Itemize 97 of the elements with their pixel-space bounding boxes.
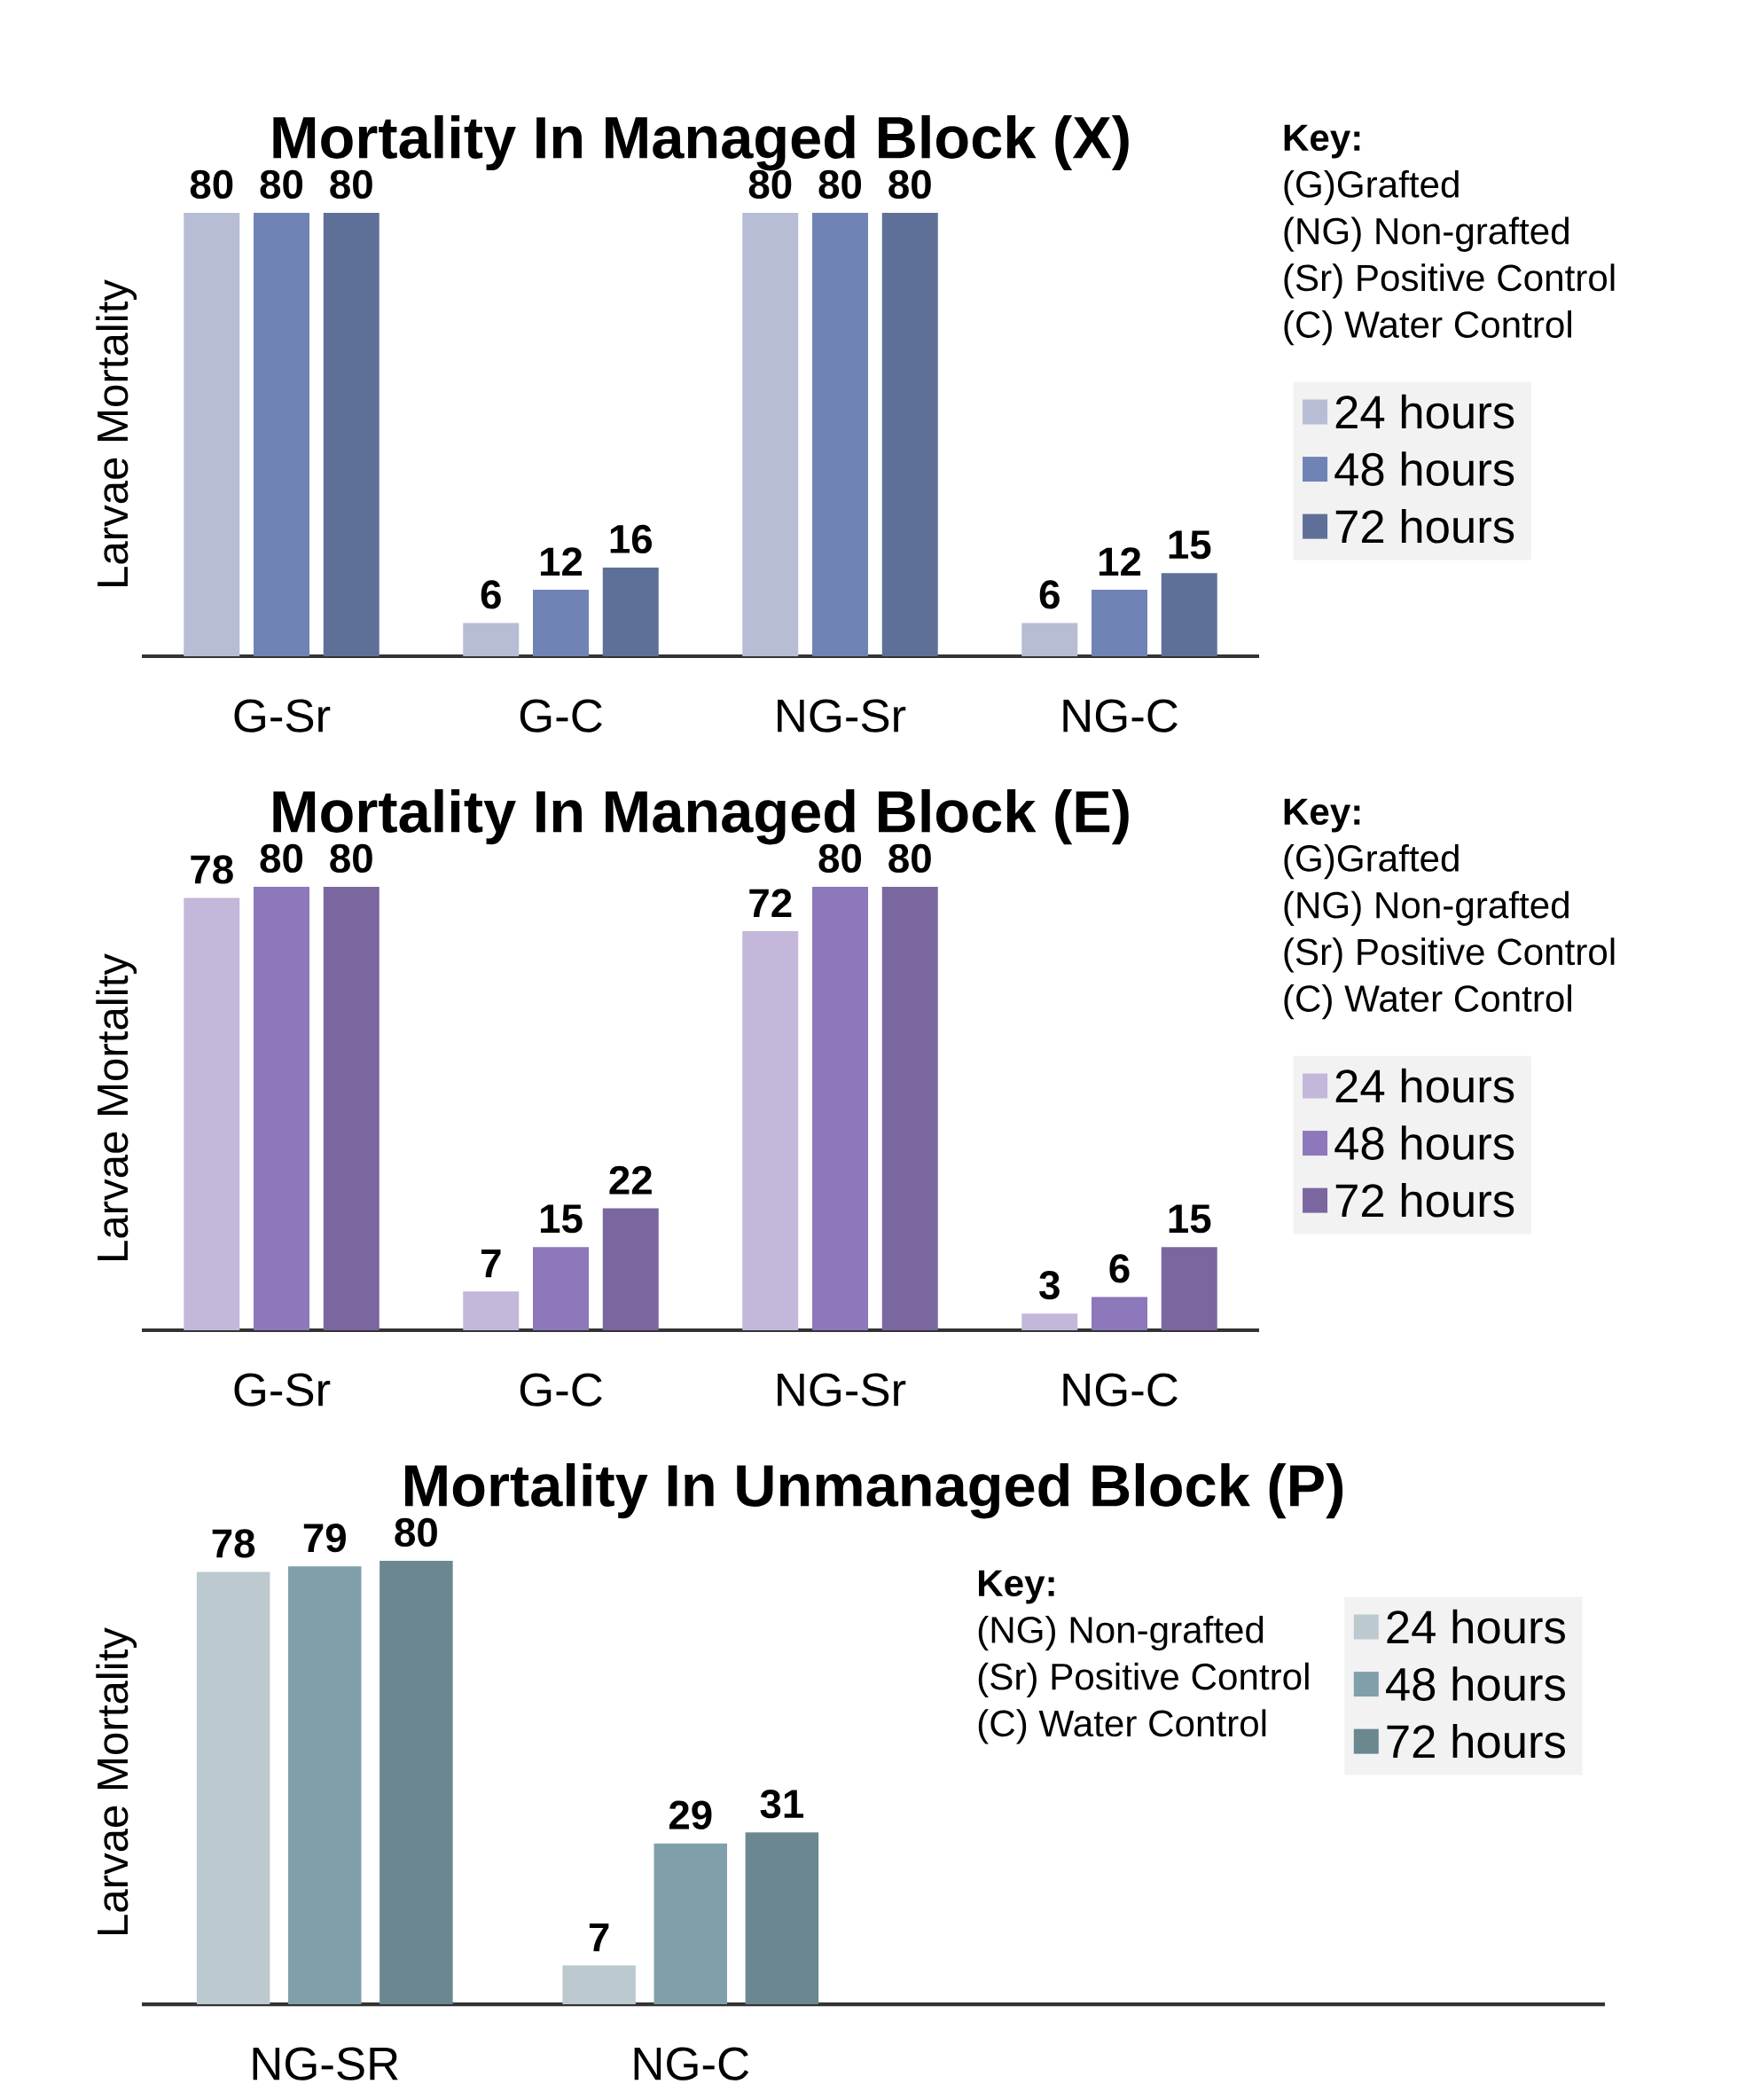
bar xyxy=(380,1561,453,2005)
bar xyxy=(184,212,240,656)
text: (Sr) Positive Control xyxy=(978,1662,1309,1697)
y-axis-title: Larvae Mortality xyxy=(96,1627,137,1935)
bar xyxy=(1092,589,1147,656)
bar xyxy=(254,212,309,656)
x-tick-label: NG-C xyxy=(1063,699,1178,733)
x-tick-label: G-Sr xyxy=(234,699,331,733)
legend-label: 24 hours xyxy=(1387,1609,1565,1644)
x-tick-label: NG-C xyxy=(634,2047,749,2080)
bar xyxy=(1161,1247,1217,1330)
data-label: 80 xyxy=(888,843,931,874)
data-label: 15 xyxy=(1169,1204,1211,1234)
data-label: 79 xyxy=(303,1523,346,1553)
text: Key: xyxy=(979,1570,1054,1604)
text: Key: xyxy=(1284,124,1360,159)
data-label: 22 xyxy=(609,1165,652,1195)
data-label: 80 xyxy=(818,169,862,200)
data-label: 80 xyxy=(260,169,303,200)
bar xyxy=(812,212,869,656)
text: (G)Grafted xyxy=(1284,169,1459,206)
bar xyxy=(254,887,309,1330)
data-label: 16 xyxy=(610,524,653,554)
data-label: 80 xyxy=(818,843,862,874)
bar xyxy=(881,212,938,656)
x-tick-label: NG-C xyxy=(1063,1373,1178,1407)
bar xyxy=(602,1208,659,1330)
data-label: 80 xyxy=(190,169,233,200)
data-label: 72 xyxy=(749,889,792,918)
bar xyxy=(533,1247,590,1330)
x-tick-label: NG-Sr xyxy=(778,1373,906,1407)
data-label: 3 xyxy=(1039,1270,1060,1300)
legend-label: 24 hours xyxy=(1335,394,1514,429)
data-label: 15 xyxy=(540,1204,583,1234)
data-label: 80 xyxy=(330,843,372,874)
x-tick-label: G-C xyxy=(520,699,602,733)
data-label: 15 xyxy=(1169,530,1211,560)
bar xyxy=(1161,573,1217,656)
text: (Sr) Positive Control xyxy=(1284,937,1615,973)
bar xyxy=(323,212,380,656)
x-tick-label: NG-Sr xyxy=(778,699,906,733)
legend-label: 24 hours xyxy=(1335,1068,1514,1103)
legend-label: 72 hours xyxy=(1335,508,1514,544)
text: (NG) Non-grafted xyxy=(978,1615,1264,1651)
text: (C) Water Control xyxy=(1284,984,1571,1020)
data-label: 78 xyxy=(212,1529,255,1558)
data-label: 80 xyxy=(888,169,931,200)
data-label: 29 xyxy=(669,1800,712,1830)
x-tick-label: G-Sr xyxy=(234,1373,331,1407)
text: Key: xyxy=(1284,798,1360,833)
bar xyxy=(533,589,590,656)
x-tick-label: G-C xyxy=(520,1373,602,1407)
text: (C) Water Control xyxy=(978,1709,1266,1744)
bar xyxy=(745,1832,819,2005)
legend-label: 72 hours xyxy=(1387,1723,1565,1759)
data-label: 80 xyxy=(260,843,303,874)
bar xyxy=(742,931,799,1330)
bar xyxy=(463,1291,520,1330)
bar xyxy=(463,623,520,656)
data-label: 6 xyxy=(1109,1254,1130,1283)
bar xyxy=(196,1571,270,2005)
data-label: 31 xyxy=(760,1789,804,1819)
data-label: 7 xyxy=(481,1249,501,1278)
text: (NG) Non-grafted xyxy=(1284,216,1569,252)
data-label: 12 xyxy=(540,547,583,576)
x-tick-label: NG-SR xyxy=(253,2047,398,2080)
bar xyxy=(288,1566,362,2005)
bar xyxy=(602,568,659,656)
y-axis-title: Larvae Mortality xyxy=(96,279,137,586)
chart-title: Mortality In Unmanaged Block (P) xyxy=(405,1462,1343,1519)
data-label: 80 xyxy=(395,1517,437,1548)
text: (C) Water Control xyxy=(1284,310,1571,346)
data-label: 12 xyxy=(1099,547,1141,576)
bar xyxy=(742,212,799,656)
data-label: 6 xyxy=(1039,580,1060,609)
text: (G)Grafted xyxy=(1284,843,1459,880)
bar xyxy=(653,1843,728,2005)
bar xyxy=(812,887,869,1330)
data-label: 80 xyxy=(330,169,372,200)
data-label: 78 xyxy=(191,855,233,884)
data-label: 80 xyxy=(748,169,792,200)
bar xyxy=(1021,623,1078,656)
bar xyxy=(881,887,938,1330)
legend-label: 48 hours xyxy=(1386,1666,1565,1702)
bar xyxy=(562,1965,636,2005)
bar xyxy=(184,897,240,1330)
legend-label: 48 hours xyxy=(1334,1125,1514,1161)
legend-label: 48 hours xyxy=(1334,451,1514,487)
legend-label: 72 hours xyxy=(1335,1182,1514,1218)
y-axis-title: Larvae Mortality xyxy=(96,953,137,1260)
bar xyxy=(1021,1313,1078,1330)
text: (Sr) Positive Control xyxy=(1284,263,1615,299)
text: (NG) Non-grafted xyxy=(1284,890,1569,926)
bar xyxy=(323,887,380,1330)
bar xyxy=(1092,1297,1147,1330)
data-label: 6 xyxy=(481,580,501,609)
data-label: 7 xyxy=(589,1923,609,1952)
